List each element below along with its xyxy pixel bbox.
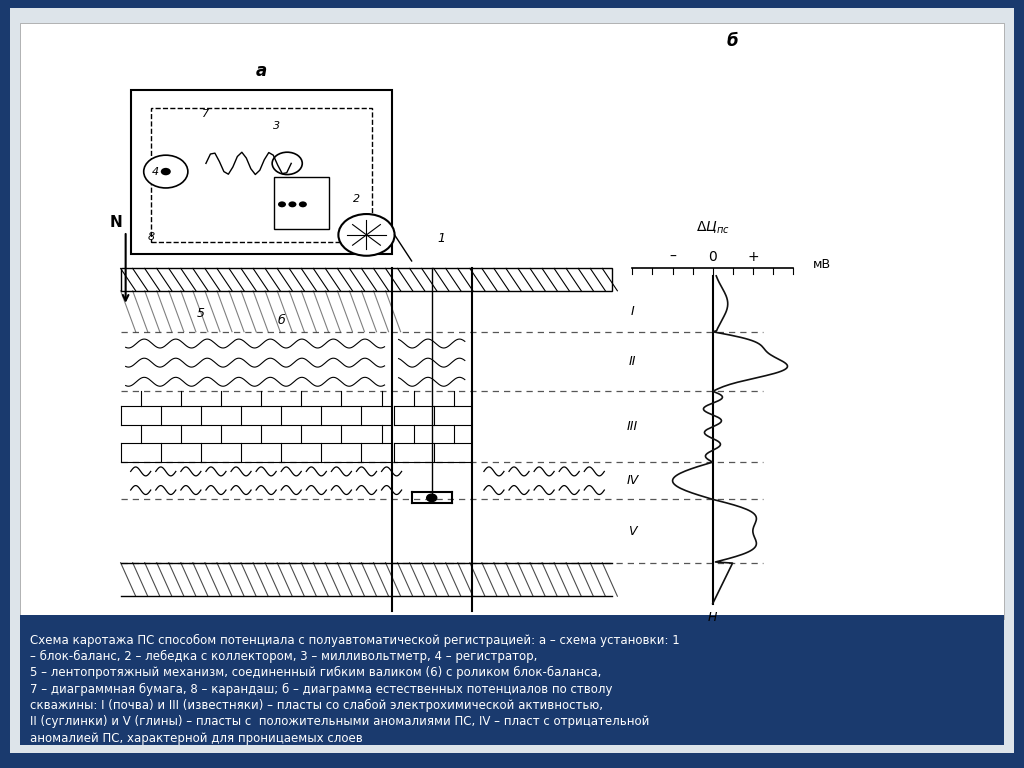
- Bar: [391, 291, 472, 332]
- Text: 1: 1: [437, 232, 445, 245]
- Text: б: б: [278, 314, 285, 327]
- Circle shape: [299, 201, 307, 207]
- Text: 2: 2: [353, 194, 360, 204]
- Text: H: H: [708, 611, 718, 624]
- Text: 7: 7: [203, 109, 210, 119]
- Circle shape: [272, 152, 302, 174]
- Text: Схема каротажа ПС способом потенциала с полуавтоматической регистрацией: а – схе: Схема каротажа ПС способом потенциала с …: [31, 634, 680, 647]
- Text: II: II: [629, 355, 636, 368]
- Text: 5 – лентопротяжный механизм, соединенный гибким валиком (6) с роликом блок-балан: 5 – лентопротяжный механизм, соединенный…: [31, 666, 602, 680]
- Text: 3: 3: [273, 121, 281, 131]
- Text: +: +: [748, 250, 759, 264]
- Text: 8: 8: [147, 232, 155, 242]
- Text: $\Delta\mathit{Ц}_{пс}$: $\Delta\mathit{Ц}_{пс}$: [695, 219, 730, 236]
- Text: б: б: [727, 32, 738, 50]
- Bar: [131, 90, 391, 253]
- Circle shape: [161, 168, 171, 175]
- Circle shape: [143, 155, 187, 188]
- Text: 4: 4: [153, 167, 160, 177]
- Text: V: V: [628, 525, 637, 538]
- Text: 5: 5: [197, 306, 205, 319]
- Text: а: а: [256, 62, 266, 80]
- Text: II (суглинки) и V (глины) – пласты с  положительными аномалиями ПС, IV – пласт с: II (суглинки) и V (глины) – пласты с пол…: [31, 716, 649, 728]
- Text: –: –: [669, 250, 676, 264]
- Circle shape: [427, 494, 436, 502]
- Circle shape: [278, 201, 286, 207]
- Circle shape: [289, 201, 296, 207]
- Text: 0: 0: [709, 250, 717, 264]
- Bar: [20, 615, 1004, 745]
- Bar: [121, 269, 612, 291]
- Text: аномалией ПС, характерной для проницаемых слоев: аномалией ПС, характерной для проницаемы…: [31, 732, 364, 745]
- Bar: [151, 108, 372, 243]
- Text: 7 – диаграммная бумага, 8 – карандаш; б – диаграмма естественных потенциалов по : 7 – диаграммная бумага, 8 – карандаш; б …: [31, 683, 612, 696]
- Text: N: N: [110, 216, 122, 230]
- Text: мВ: мВ: [813, 258, 831, 271]
- Text: – блок-баланс, 2 – лебедка с коллектором, 3 – милливольтметр, 4 – регистратор,: – блок-баланс, 2 – лебедка с коллектором…: [31, 650, 538, 663]
- Text: III: III: [627, 420, 638, 433]
- Bar: [20, 22, 1004, 618]
- Bar: [274, 177, 330, 229]
- Text: IV: IV: [627, 474, 639, 487]
- Text: скважины: I (почва) и III (известняки) – пласты со слабой электрохимической акти: скважины: I (почва) и III (известняки) –…: [31, 699, 603, 712]
- Text: I: I: [631, 305, 634, 318]
- Circle shape: [338, 214, 394, 256]
